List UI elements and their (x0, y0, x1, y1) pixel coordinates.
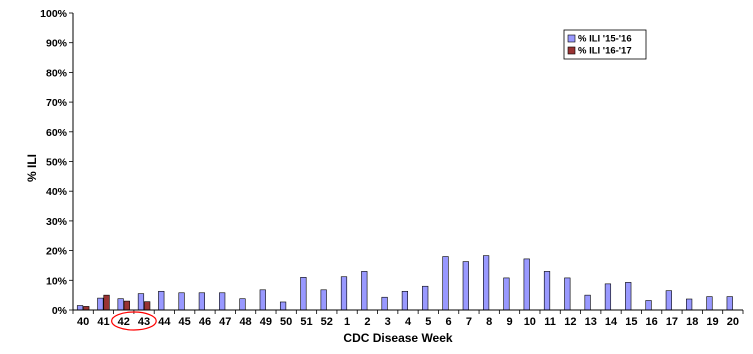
x-tick-label: 16 (646, 316, 658, 328)
x-tick-label: 49 (260, 316, 272, 328)
x-tick-label: 13 (585, 316, 597, 328)
x-tick-label: 41 (97, 316, 109, 328)
bar-0-16 (645, 300, 652, 311)
x-tick-label: 43 (138, 316, 150, 328)
x-tick-label: 19 (706, 316, 718, 328)
x-tick-label: 14 (605, 316, 618, 328)
x-tick-label: 9 (506, 316, 512, 328)
bar-1-40 (83, 306, 90, 311)
legend-box (563, 29, 647, 60)
y-tick-label: 30% (46, 216, 68, 228)
x-tick-label: 7 (466, 316, 472, 328)
bar-0-3 (381, 296, 388, 311)
bar-1-42 (123, 300, 130, 311)
bar-0-40 (76, 305, 84, 311)
bar-0-8 (483, 255, 490, 311)
x-axis-title: CDC Disease Week (343, 331, 452, 345)
bar-0-46 (198, 292, 205, 311)
bar-0-42 (117, 298, 124, 311)
plot-area: 0%10%20%30%40%50%60%70%80%90%100%40 41 42 4… (40, 8, 744, 331)
bar-0-5 (422, 285, 429, 311)
x-tick-label: 17 (666, 316, 678, 328)
bar-0-15 (625, 282, 632, 311)
x-tick-label: 4 (405, 316, 412, 328)
y-tick-label: 40% (46, 186, 68, 198)
bar-0-48 (239, 298, 246, 311)
y-tick-label: 10% (46, 275, 68, 287)
y-tick-label: 20% (46, 246, 68, 258)
x-tick-label: 2 (364, 316, 370, 328)
x-tick-label: 44 (158, 316, 171, 328)
bar-0-51 (300, 277, 307, 311)
y-tick-label: 60% (46, 127, 68, 139)
x-tick-label: 48 (239, 316, 251, 328)
x-tick-label: 51 (300, 316, 312, 328)
x-tick-label: 3 (385, 316, 391, 328)
bar-0-44 (158, 290, 165, 311)
legend-label-1617: % ILI '16-'17 (578, 46, 632, 57)
x-tick-label: 40 (77, 316, 89, 328)
bar-0-13 (584, 294, 591, 311)
legend: % ILI '15-'16 % ILI '16-'17 (563, 29, 647, 60)
bar-0-50 (279, 301, 287, 311)
bar-0-19 (706, 296, 713, 311)
bar-0-20 (726, 296, 733, 311)
x-tick-label: 10 (524, 316, 536, 328)
legend-label-1516: % ILI '15-'16 (578, 34, 632, 45)
bar-0-4 (401, 290, 409, 311)
x-tick-label: 12 (564, 316, 576, 328)
bar-0-18 (686, 298, 693, 311)
bar-0-17 (665, 290, 672, 311)
y-tick-label: 70% (46, 97, 68, 109)
bar-0-49 (259, 289, 266, 311)
bar-0-1 (340, 276, 348, 311)
x-tick-label: 6 (446, 316, 452, 328)
x-tick-label: 5 (425, 316, 431, 328)
bar-1-43 (144, 301, 151, 311)
x-tick-label: 11 (544, 316, 556, 328)
bar-0-9 (503, 277, 510, 311)
x-tick-label: 50 (280, 316, 292, 328)
bar-0-41 (97, 297, 104, 311)
bar-0-45 (178, 292, 185, 311)
y-tick-label: 90% (46, 38, 68, 50)
bar-0-7 (462, 261, 469, 311)
x-tick-label: 20 (727, 316, 739, 328)
bar-0-10 (523, 258, 530, 311)
x-tick-label: 45 (179, 316, 191, 328)
x-tick-label: 15 (625, 316, 637, 328)
bar-0-52 (320, 289, 327, 311)
bar-0-14 (604, 283, 612, 311)
x-tick-label: 1 (344, 316, 350, 328)
x-tick-label: 8 (486, 316, 492, 328)
legend-swatch-1516 (567, 34, 576, 43)
bar-0-11 (543, 271, 551, 311)
x-tick-label: 42 (118, 316, 130, 328)
y-axis-title: % ILI (25, 154, 39, 182)
bar-0-47 (219, 292, 226, 311)
bar-1-41 (103, 294, 110, 311)
x-tick-label: 46 (199, 316, 211, 328)
y-tick-label: 100% (40, 8, 68, 20)
y-tick-label: 80% (46, 67, 68, 79)
highlight-ellipse (111, 311, 157, 331)
bar-0-12 (564, 277, 571, 311)
x-tick-label: 47 (219, 316, 231, 328)
bar-0-43 (137, 293, 145, 311)
y-tick-label: 50% (46, 157, 68, 169)
x-tick-label: 52 (321, 316, 333, 328)
y-tick-label: 0% (52, 305, 68, 317)
bar-0-6 (442, 256, 449, 311)
x-tick-label: 18 (686, 316, 698, 328)
legend-swatch-1617 (567, 46, 576, 55)
bar-0-2 (361, 271, 368, 311)
